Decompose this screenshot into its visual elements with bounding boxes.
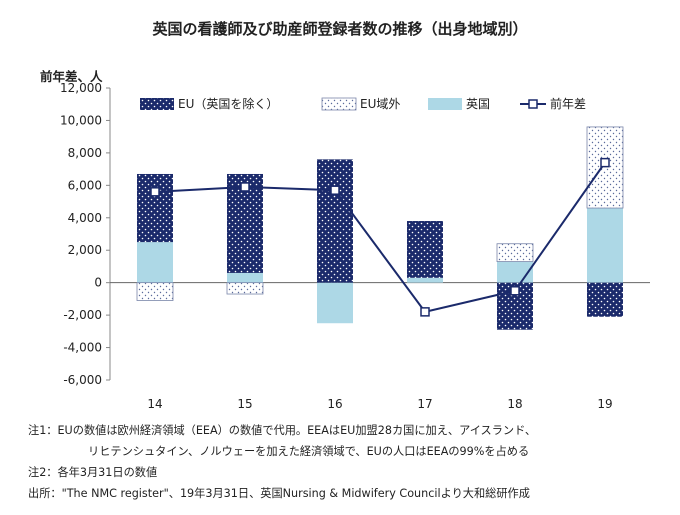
note-2: 注2：各年3月31日の数値 <box>28 466 158 479</box>
legend-label: EU域外 <box>360 97 400 111</box>
legend-label: 前年差 <box>550 96 586 111</box>
x-tick-label: 15 <box>237 397 252 411</box>
y-tick-label: 4,000 <box>68 211 102 225</box>
y-tick-label: 10,000 <box>60 113 102 127</box>
y-tick-label: -4,000 <box>63 341 102 355</box>
bar-segment <box>496 243 534 262</box>
x-tick-label: 17 <box>417 397 432 411</box>
bar-segment <box>407 221 443 278</box>
total-line-marker <box>240 182 250 192</box>
bar-segment <box>137 242 173 283</box>
total-line-marker <box>600 157 610 168</box>
total-line <box>150 157 610 317</box>
legend: EU（英国を除く） EU域外 英国 前年差 <box>140 96 586 111</box>
y-tick-label: 0 <box>94 276 102 290</box>
note-1: 注1：EUの数値は欧州経済領域（EEA）の数値で代用。EEAはEU加盟28カ国に… <box>28 424 537 437</box>
y-tick-label: 12,000 <box>60 81 102 95</box>
bar-segment <box>586 126 624 209</box>
x-tick-label: 19 <box>597 397 612 411</box>
legend-label: EU（英国を除く） <box>178 96 278 111</box>
legend-swatch <box>428 98 462 110</box>
footnotes: 注1：EUの数値は欧州経済領域（EEA）の数値で代用。EEAはEU加盟28カ国に… <box>28 420 536 504</box>
axes: 12,000 10,000 8,000 6,000 4,000 2,000 0 -2,000 -… <box>60 81 650 411</box>
bar-segment <box>227 272 263 283</box>
bar-segment <box>137 173 173 243</box>
source-note: 出所："The NMC register"、19年3月31日、英国Nursing… <box>28 487 530 500</box>
y-tick-label: 6,000 <box>68 178 102 192</box>
y-tick-label: -6,000 <box>63 373 102 387</box>
total-line-marker <box>510 286 520 296</box>
bar-segment <box>317 282 353 324</box>
legend-label: 英国 <box>466 97 490 111</box>
bar-segment <box>587 282 623 317</box>
legend-swatch <box>140 98 174 110</box>
bar-segment <box>317 159 353 283</box>
note-1-continued: リヒテンシュタイン、ノルウェーを加えた経済領域で、EUの人口はEEAの99%を占… <box>88 445 530 458</box>
chart-title: 英国の看護師及び助産師登録者数の推移（出身地域別） <box>152 20 528 38</box>
bar-segment <box>587 208 623 283</box>
bar-segment <box>136 282 174 301</box>
legend-swatch <box>321 97 357 111</box>
x-tick-label: 14 <box>147 397 162 411</box>
x-tick-label: 18 <box>507 397 522 411</box>
y-tick-label: -2,000 <box>63 308 102 322</box>
legend-line-marker <box>528 99 538 109</box>
bar-segment <box>407 277 443 283</box>
y-tick-label: 2,000 <box>68 243 102 257</box>
total-line-marker <box>330 185 340 195</box>
chart-plot: 12,000 10,000 8,000 6,000 4,000 2,000 0 -2,000 -… <box>60 81 650 411</box>
y-tick-label: 8,000 <box>68 146 102 160</box>
x-tick-label: 16 <box>327 397 342 411</box>
bar-segment <box>226 282 264 295</box>
total-line-path <box>154 162 606 313</box>
total-line-marker <box>420 307 430 317</box>
total-line-marker <box>150 187 160 197</box>
bars <box>136 126 624 330</box>
y-axis-unit-label: 前年差、人 <box>40 69 103 84</box>
